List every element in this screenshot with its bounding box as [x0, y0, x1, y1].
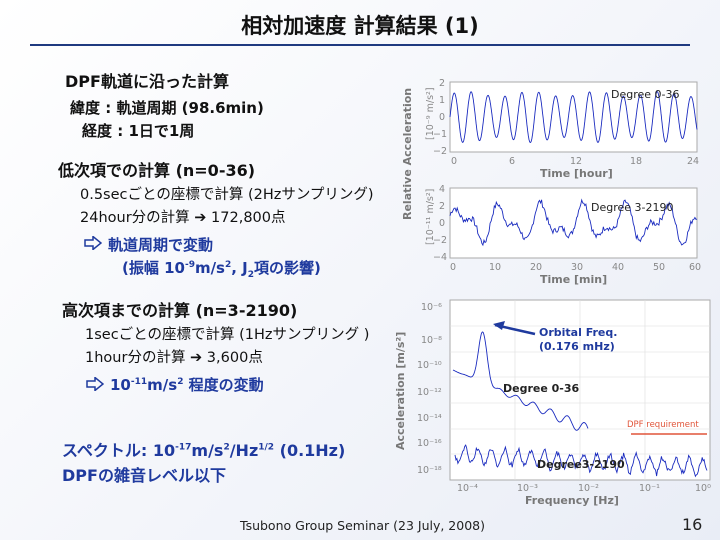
plot3-curve-deg036 — [452, 331, 589, 431]
plot3-xtick: 10⁻⁴ — [457, 483, 478, 494]
plot2-ytick: −2 — [433, 235, 447, 246]
spectrum-line: スペクトル: 10-17m/s2/Hz1/2 (0.1Hz) — [62, 441, 346, 460]
plot3-xtick: 10⁻² — [578, 483, 599, 494]
plot2-curve — [449, 198, 698, 247]
section2-line2: 24hour分の計算 ➔ 172,800点 — [80, 210, 286, 226]
plot1-label: Degree 0-36 — [611, 88, 680, 101]
plot2-xtick: 10 — [489, 262, 501, 273]
plot1-ytick: 0 — [439, 112, 445, 123]
plot2-xtick: 50 — [653, 262, 665, 273]
plot3: Acceleration [m/s²] DPF requirement Orbi… — [395, 299, 711, 507]
slide-title: 相対加速度 計算結果 (1) — [241, 14, 479, 38]
footer-text: Tsubono Group Seminar (23 July, 2008) — [240, 518, 485, 533]
plot2-frame — [449, 187, 698, 259]
plot3-label-deg3: Degree3-2190 — [537, 458, 625, 471]
section1-line2: 経度 : 1日で1周 — [82, 122, 195, 140]
plot1-xtick: 12 — [570, 156, 582, 167]
plot3-xtick: 10⁰ — [695, 483, 711, 494]
plot1-ytick: 1 — [439, 95, 445, 106]
section1-heading: DPF軌道に沿った計算 — [65, 72, 229, 91]
plot1-xtick: 24 — [687, 156, 699, 167]
section2-bullet-line2: (振幅 10-9m/s2, J2項の影響) — [122, 259, 321, 280]
plot1-ytick: −2 — [433, 146, 447, 157]
plot3-ytick: 10⁻¹⁰ — [417, 360, 442, 371]
section3-line2: 1hour分の計算 ➔ 3,600点 — [85, 350, 263, 366]
section2-line1: 0.5secごとの座標で計算 (2Hzサンプリング) — [80, 187, 374, 203]
orbital-annotation-line1: Orbital Freq. — [539, 326, 617, 339]
plot2-label: Degree 3-2190 — [591, 201, 674, 214]
plot2-xlabel: Time [min] — [540, 273, 607, 286]
plot3-curve-deg3 — [454, 444, 708, 478]
plot3-xtick: 10⁻³ — [517, 483, 538, 494]
title-underline — [30, 44, 690, 46]
plot3-ytick: 10⁻⁸ — [421, 335, 442, 346]
plot1-ytick: −1 — [433, 129, 447, 140]
arrow-bullet-icon — [84, 236, 102, 250]
plot3-ytick: 10⁻⁶ — [421, 302, 442, 313]
dpf-noise-line: DPFの雑音レベル以下 — [62, 466, 226, 485]
section2-bullet-line1: 軌道周期で変動 — [108, 236, 214, 254]
plot2-ytick: 4 — [439, 184, 445, 195]
plot1-curve — [449, 91, 698, 144]
section1-line1: 緯度 : 軌道周期 (98.6min) — [70, 99, 264, 117]
page-number: 16 — [682, 515, 703, 534]
plot3-ytick: 10⁻¹⁶ — [417, 438, 442, 449]
plot2-yunit: [10⁻¹¹ m/s²] — [425, 189, 436, 245]
dpf-legend: DPF requirement — [627, 420, 699, 430]
plot2-xtick: 0 — [450, 262, 456, 273]
plot3-ylabel: Acceleration [m/s²] — [395, 332, 407, 450]
section3-heading: 高次項までの計算 (n=3-2190) — [62, 301, 298, 320]
orbital-arrow-icon — [493, 321, 505, 330]
figures-panel: Relative Acceleration [10⁻⁹ m/s²] Degree… — [395, 78, 711, 507]
section3-line1: 1secごとの座標で計算 (1Hzサンプリング ) — [85, 327, 370, 343]
plot1-xtick: 18 — [630, 156, 642, 167]
plot1-xtick: 0 — [451, 156, 457, 167]
plot3-xtick: 10⁻¹ — [639, 483, 660, 494]
plot2-ytick: 2 — [439, 201, 445, 212]
plot1: [10⁻⁹ m/s²] Degree 0-36 2 1 0 −1 −2 0 6 … — [425, 78, 699, 180]
arrow-bullet-icon — [86, 377, 104, 391]
plot2-xtick: 20 — [530, 262, 542, 273]
plot1-yunit: [10⁻⁹ m/s²] — [425, 87, 436, 140]
plot1-ytick: 2 — [439, 78, 445, 89]
plot1-xlabel: Time [hour] — [540, 167, 613, 180]
section2-heading: 低次項での計算 (n=0-36) — [58, 161, 256, 180]
plot2-ytick: −4 — [433, 252, 447, 263]
plot3-xlabel: Frequency [Hz] — [525, 494, 619, 507]
plot2-xtick: 30 — [571, 262, 583, 273]
plot2: [10⁻¹¹ m/s²] Degree 3-2190 4 2 0 −2 −4 0… — [425, 184, 701, 286]
plot2-xtick: 60 — [689, 262, 701, 273]
plot2-xtick: 40 — [612, 262, 624, 273]
shared-ylabel: Relative Acceleration — [401, 88, 414, 220]
plot3-ytick: 10⁻¹⁴ — [417, 413, 442, 424]
plot1-xtick: 6 — [509, 156, 515, 167]
plot3-ytick: 10⁻¹⁸ — [417, 465, 442, 476]
plot3-label-deg036: Degree 0-36 — [503, 382, 580, 395]
plot3-ytick: 10⁻¹² — [417, 387, 442, 398]
section3-bullet: 10-11m/s2 程度の変動 — [110, 376, 264, 394]
plot2-ytick: 0 — [439, 218, 445, 229]
orbital-annotation-line2: (0.176 mHz) — [539, 340, 615, 353]
